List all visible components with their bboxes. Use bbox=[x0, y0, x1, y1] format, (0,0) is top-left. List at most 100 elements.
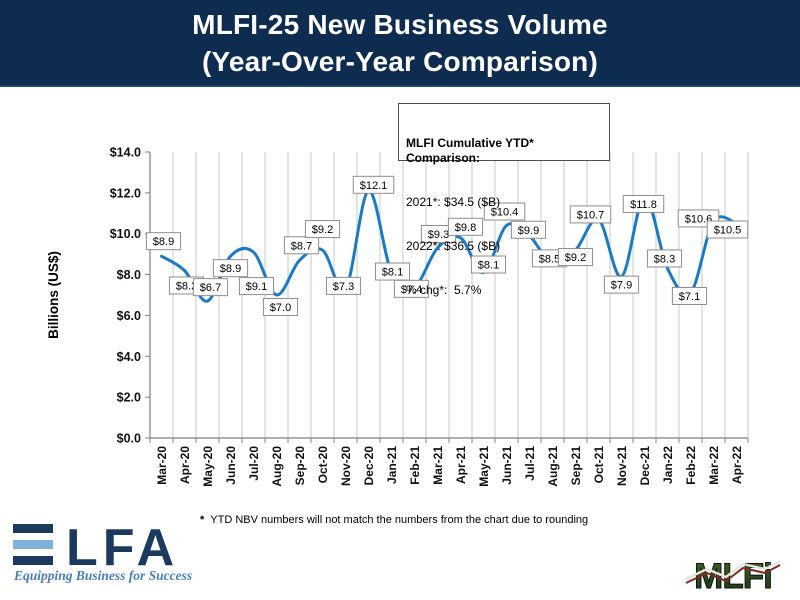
data-label: $10.4 bbox=[483, 202, 526, 221]
svg-text:$9.3: $9.3 bbox=[428, 229, 449, 241]
data-label: $11.8 bbox=[622, 194, 665, 213]
data-label: $10.7 bbox=[569, 205, 612, 224]
data-label: $9.8 bbox=[447, 217, 484, 236]
x-tick-label: Nov-20 bbox=[339, 446, 353, 486]
x-tick-label: May-20 bbox=[201, 446, 215, 487]
x-tick-label: Feb-22 bbox=[684, 446, 698, 485]
y-tick-label: $14.0 bbox=[110, 146, 141, 160]
svg-text:$8.9: $8.9 bbox=[153, 236, 174, 248]
x-tick-label: Aug-21 bbox=[546, 446, 560, 487]
mlfi-chartline-white bbox=[685, 559, 781, 581]
data-label: $9.2 bbox=[557, 248, 594, 267]
data-label: $7.4 bbox=[393, 279, 430, 298]
data-label: $9.3 bbox=[420, 225, 457, 244]
x-tick-label: Apr-22 bbox=[730, 446, 744, 484]
svg-text:$9.2: $9.2 bbox=[565, 252, 586, 264]
data-label: $8.3 bbox=[646, 249, 683, 268]
svg-text:$7.1: $7.1 bbox=[679, 291, 700, 303]
data-label: $8.1 bbox=[374, 262, 411, 281]
elfa-tagline: Equipping Business for Success bbox=[14, 568, 193, 583]
svg-text:$8.2: $8.2 bbox=[176, 280, 197, 292]
x-tick-label: Mar-21 bbox=[431, 446, 445, 485]
svg-text:$7.0: $7.0 bbox=[270, 302, 291, 314]
mlfi-logo: MLFi bbox=[685, 557, 781, 596]
data-labels: $8.9$8.2 $6.7$8.9$9.1$7.0$8.7$9.2$7.3$12.… bbox=[145, 175, 749, 316]
data-label: $8.7 bbox=[283, 236, 320, 255]
title-line-2: (Year-Over-Year Comparison) bbox=[202, 45, 598, 77]
svg-text:$11.8: $11.8 bbox=[630, 199, 657, 211]
y-tick-label: $6.0 bbox=[117, 309, 141, 323]
x-tick-label: Apr-21 bbox=[454, 446, 468, 484]
elfa-e-icon bbox=[13, 524, 53, 565]
data-label: $9.1 bbox=[238, 277, 275, 296]
footnote: * YTD NBV numbers will not match the numb… bbox=[200, 514, 588, 526]
x-tick-label: Jul-21 bbox=[523, 446, 537, 481]
ytd-comparison-box: MLFI Cumulative YTD* Comparison: 2021*: … bbox=[398, 103, 610, 297]
data-label: $8.1 bbox=[470, 255, 507, 274]
y-tick-label: $2.0 bbox=[117, 391, 141, 405]
svg-text:$9.8: $9.8 bbox=[455, 222, 476, 234]
ytd-pct-change: % chg*: 5.7% bbox=[406, 282, 482, 297]
x-tick-label: Mar-20 bbox=[155, 446, 169, 485]
x-tick-label: Sep-21 bbox=[569, 446, 583, 486]
line-chart: $0.0 $2.0 $4.0 $6.0 $8.0 $10.0 $12.0 $14.0 Mar-2… bbox=[46, 146, 749, 487]
svg-text:$6.7: $6.7 bbox=[200, 282, 221, 294]
x-tick-label: Jun-20 bbox=[224, 446, 238, 485]
ytd-2022-value: 2022*: $36.5 ($B) bbox=[406, 238, 501, 253]
x-tick-label: Jul-20 bbox=[247, 446, 261, 481]
x-tick-label: Dec-20 bbox=[362, 446, 376, 486]
title-line-1: MLFI-25 New Business Volume bbox=[192, 8, 608, 40]
data-label: $8.9 bbox=[145, 232, 182, 251]
x-tick-label: Jun-21 bbox=[500, 446, 514, 485]
svg-text:$8.5: $8.5 bbox=[539, 253, 560, 265]
x-axis-tick-labels: Mar-20 Apr-20 May-20 Jun-20 Jul-20 Aug-20 Sep-… bbox=[155, 446, 744, 487]
svg-text:$7.4: $7.4 bbox=[401, 284, 422, 296]
x-tick-label: Sep-20 bbox=[293, 446, 307, 486]
footnote-text: YTD NBV numbers will not match the numbe… bbox=[210, 514, 589, 526]
x-tick-label: Feb-21 bbox=[408, 446, 422, 485]
data-label: $12.1 bbox=[352, 175, 395, 194]
svg-text:$8.7: $8.7 bbox=[291, 240, 312, 252]
data-label: $7.9 bbox=[603, 275, 640, 294]
data-label: $7.0 bbox=[262, 298, 299, 316]
svg-text:$8.9: $8.9 bbox=[220, 263, 241, 275]
svg-text:$7.3: $7.3 bbox=[333, 281, 354, 293]
svg-text:$10.5: $10.5 bbox=[714, 225, 742, 237]
x-tick-label: Dec-21 bbox=[638, 446, 652, 486]
y-tick-label: $0.0 bbox=[117, 432, 141, 446]
mlfi-chartline-red bbox=[685, 564, 781, 584]
data-label: $9.9 bbox=[510, 220, 547, 239]
x-tick-label: Mar-22 bbox=[707, 446, 721, 485]
ytd-2021-value: 2021*: $34.5 ($B) bbox=[406, 194, 501, 209]
data-label: $7.3 bbox=[325, 276, 362, 295]
svg-text:$8.1: $8.1 bbox=[478, 260, 499, 272]
x-tick-label: May-21 bbox=[477, 446, 491, 487]
y-tick-label: $12.0 bbox=[110, 186, 141, 200]
axes bbox=[145, 151, 749, 443]
y-tick-label: $4.0 bbox=[117, 350, 141, 364]
data-label: $8.9 bbox=[212, 259, 249, 278]
y-tick-label: $8.0 bbox=[117, 268, 141, 282]
ytd-box-heading: MLFI Cumulative YTD* Comparison: bbox=[406, 136, 538, 165]
footnote-asterisk: * bbox=[200, 514, 205, 526]
y-axis-title: Billions (US$) bbox=[46, 251, 61, 339]
svg-text:$9.2: $9.2 bbox=[312, 224, 333, 236]
svg-text:$10.4: $10.4 bbox=[491, 207, 519, 219]
svg-text:$8.1: $8.1 bbox=[382, 267, 403, 279]
x-tick-label: Oct-20 bbox=[316, 446, 330, 484]
svg-text:$8.3: $8.3 bbox=[654, 253, 675, 265]
svg-text:$7.9: $7.9 bbox=[611, 280, 632, 292]
x-tick-label: Aug-20 bbox=[270, 446, 284, 487]
svg-text:$10.7: $10.7 bbox=[577, 209, 605, 221]
y-tick-label: $10.0 bbox=[110, 227, 141, 241]
x-tick-label: Nov-21 bbox=[615, 446, 629, 486]
page-title: MLFI-25 New Business Volume (Year-Over-Y… bbox=[0, 0, 800, 87]
y-axis-tick-labels: $0.0 $2.0 $4.0 $6.0 $8.0 $10.0 $12.0 $14.0 bbox=[110, 146, 141, 446]
x-tick-label: Jan-22 bbox=[661, 446, 675, 484]
data-label: $9.2 bbox=[304, 220, 341, 239]
x-tick-label: Oct-21 bbox=[592, 446, 606, 484]
x-tick-label: Apr-20 bbox=[178, 446, 192, 484]
svg-text:$10.6: $10.6 bbox=[685, 213, 713, 225]
x-tick-label: Jan-21 bbox=[385, 446, 399, 484]
